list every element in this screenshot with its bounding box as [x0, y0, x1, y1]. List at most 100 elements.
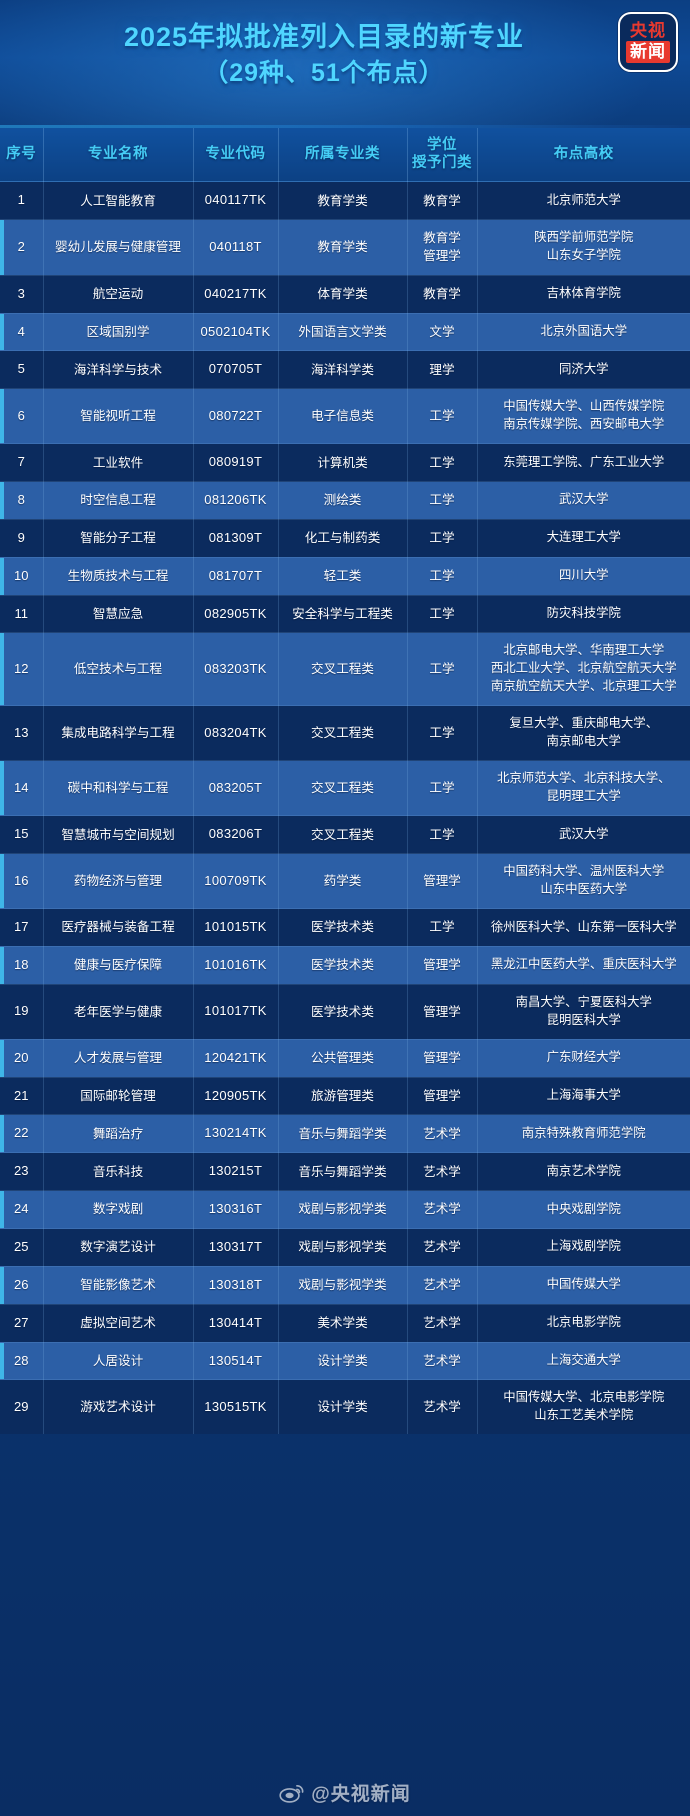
cell-uni: 中国传媒大学、山西传媒学院 南京传媒学院、西安邮电大学 — [477, 388, 690, 445]
cell-deg: 工学 — [407, 908, 478, 947]
cell-code: 040117TK — [193, 181, 279, 221]
table-row: 1 人工智能教育 040117TK 教育学类 教育学 北京师范大学 — [0, 181, 690, 221]
cell-idx: 4 — [0, 313, 44, 352]
cell-uni: 中央戏剧学院 — [477, 1190, 690, 1230]
cell-name: 海洋科学与技术 — [43, 350, 194, 390]
cell-uni: 北京电影学院 — [477, 1304, 690, 1343]
cell-code: 101015TK — [193, 908, 279, 947]
cell-deg: 管理学 — [407, 1077, 478, 1116]
cell-cat: 计算机类 — [278, 443, 408, 483]
cell-code: 120905TK — [193, 1077, 279, 1116]
table-row: 19 老年医学与健康 101017TK 医学技术类 管理学 南昌大学、宁夏医科大学 昆明医科… — [0, 984, 690, 1040]
cell-code: 081707T — [193, 557, 279, 596]
table-row: 3 航空运动 040217TK 体育学类 教育学 吉林体育学院 — [0, 275, 690, 314]
column-header-degree-line2: 授予门类 — [412, 154, 472, 171]
cell-cat: 交叉工程类 — [278, 632, 408, 707]
cell-deg: 艺术学 — [407, 1379, 478, 1435]
page-title: 2025年拟批准列入目录的新专业 （29种、51个布点） — [0, 18, 690, 92]
cell-name: 婴幼儿发展与健康管理 — [43, 219, 194, 276]
cell-name: 健康与医疗保障 — [43, 946, 194, 985]
table-row: 8 时空信息工程 081206TK 测绘类 工学 武汉大学 — [0, 481, 690, 520]
cell-idx: 2 — [0, 219, 44, 276]
cell-uni: 大连理工大学 — [477, 519, 690, 558]
cell-code: 130317T — [193, 1228, 279, 1267]
cell-uni: 上海海事大学 — [477, 1077, 690, 1116]
table-header-row: 序号 专业名称 专业代码 所属专业类 学位 授予门类 布点高校 — [0, 128, 690, 183]
cell-code: 083204TK — [193, 705, 279, 762]
cell-uni: 上海交通大学 — [477, 1342, 690, 1381]
cell-cat: 教育学类 — [278, 219, 408, 276]
cell-cat: 医学技术类 — [278, 946, 408, 985]
cell-deg: 工学 — [407, 557, 478, 596]
cell-cat: 设计学类 — [278, 1379, 408, 1435]
cell-cat: 音乐与舞蹈学类 — [278, 1114, 408, 1154]
cell-idx: 10 — [0, 557, 44, 596]
cell-cat: 戏剧与影视学类 — [278, 1190, 408, 1230]
cell-code: 130414T — [193, 1304, 279, 1343]
cell-idx: 16 — [0, 853, 44, 910]
cell-cat: 交叉工程类 — [278, 705, 408, 762]
cell-deg: 管理学 — [407, 946, 478, 985]
table-row: 20 人才发展与管理 120421TK 公共管理类 管理学 广东财经大学 — [0, 1039, 690, 1078]
cell-code: 081309T — [193, 519, 279, 558]
cell-name: 数字戏剧 — [43, 1190, 194, 1230]
cell-uni: 同济大学 — [477, 350, 690, 390]
table-row: 28 人居设计 130514T 设计学类 艺术学 上海交通大学 — [0, 1342, 690, 1381]
table-row: 23 音乐科技 130215T 音乐与舞蹈学类 艺术学 南京艺术学院 — [0, 1152, 690, 1192]
cell-idx: 23 — [0, 1152, 44, 1192]
cell-name: 虚拟空间艺术 — [43, 1304, 194, 1343]
logo-text-bottom: 新闻 — [626, 41, 670, 63]
cell-cat: 交叉工程类 — [278, 760, 408, 817]
cell-name: 人工智能教育 — [43, 181, 194, 221]
cctv-news-logo: 央视 新闻 — [618, 12, 678, 72]
cell-idx: 14 — [0, 760, 44, 817]
cell-deg: 工学 — [407, 815, 478, 855]
cell-idx: 29 — [0, 1379, 44, 1435]
cell-idx: 11 — [0, 595, 44, 634]
table-row: 9 智能分子工程 081309T 化工与制药类 工学 大连理工大学 — [0, 519, 690, 558]
cell-name: 集成电路科学与工程 — [43, 705, 194, 762]
cell-cat: 电子信息类 — [278, 388, 408, 445]
cell-deg: 管理学 — [407, 853, 478, 910]
cell-uni: 防灾科技学院 — [477, 595, 690, 634]
cell-cat: 化工与制药类 — [278, 519, 408, 558]
cell-cat: 安全科学与工程类 — [278, 595, 408, 634]
cell-uni: 南京艺术学院 — [477, 1152, 690, 1192]
cell-code: 101016TK — [193, 946, 279, 985]
cell-name: 生物质技术与工程 — [43, 557, 194, 596]
column-header-index: 序号 — [0, 128, 44, 183]
cell-deg: 教育学 管理学 — [407, 219, 478, 276]
cell-name: 游戏艺术设计 — [43, 1379, 194, 1435]
cell-idx: 19 — [0, 984, 44, 1040]
cell-cat: 旅游管理类 — [278, 1077, 408, 1116]
table-row: 11 智慧应急 082905TK 安全科学与工程类 工学 防灾科技学院 — [0, 595, 690, 634]
cell-uni: 中国传媒大学、北京电影学院 山东工艺美术学院 — [477, 1379, 690, 1435]
table-row: 5 海洋科学与技术 070705T 海洋科学类 理学 同济大学 — [0, 350, 690, 390]
table-row: 2 婴幼儿发展与健康管理 040118T 教育学类 教育学 管理学 陕西学前师范学院 山东女子… — [0, 219, 690, 276]
table-row: 6 智能视听工程 080722T 电子信息类 工学 中国传媒大学、山西传媒学院 南京传媒学院… — [0, 388, 690, 445]
table-header: 序号 专业名称 专业代码 所属专业类 学位 授予门类 布点高校 — [0, 128, 690, 183]
cell-uni: 北京师范大学 — [477, 181, 690, 221]
cell-code: 130515TK — [193, 1379, 279, 1435]
table-row: 16 药物经济与管理 100709TK 药学类 管理学 中国药科大学、温州医科大学 山东中医… — [0, 853, 690, 910]
cell-uni: 北京外国语大学 — [477, 313, 690, 352]
new-majors-table: 序号 专业名称 专业代码 所属专业类 学位 授予门类 布点高校 1 人工智能教育 0… — [0, 128, 690, 1435]
cell-name: 人居设计 — [43, 1342, 194, 1381]
cell-uni: 复旦大学、重庆邮电大学、 南京邮电大学 — [477, 705, 690, 762]
cell-idx: 15 — [0, 815, 44, 855]
cell-idx: 9 — [0, 519, 44, 558]
cell-cat: 外国语言文学类 — [278, 313, 408, 352]
cell-uni: 黑龙江中医药大学、重庆医科大学 — [477, 946, 690, 985]
cell-deg: 艺术学 — [407, 1190, 478, 1230]
cell-deg: 工学 — [407, 705, 478, 762]
cell-uni: 中国药科大学、温州医科大学 山东中医药大学 — [477, 853, 690, 910]
table-row: 7 工业软件 080919T 计算机类 工学 东莞理工学院、广东工业大学 — [0, 443, 690, 483]
cell-code: 081206TK — [193, 481, 279, 520]
cell-name: 智能影像艺术 — [43, 1266, 194, 1305]
cell-name: 时空信息工程 — [43, 481, 194, 520]
table-body: 1 人工智能教育 040117TK 教育学类 教育学 北京师范大学 2 婴幼儿发展与健康管理 0… — [0, 181, 690, 1435]
cell-uni: 武汉大学 — [477, 815, 690, 855]
weibo-watermark: @央视新闻 — [0, 1779, 690, 1806]
cell-deg: 工学 — [407, 443, 478, 483]
cell-idx: 27 — [0, 1304, 44, 1343]
